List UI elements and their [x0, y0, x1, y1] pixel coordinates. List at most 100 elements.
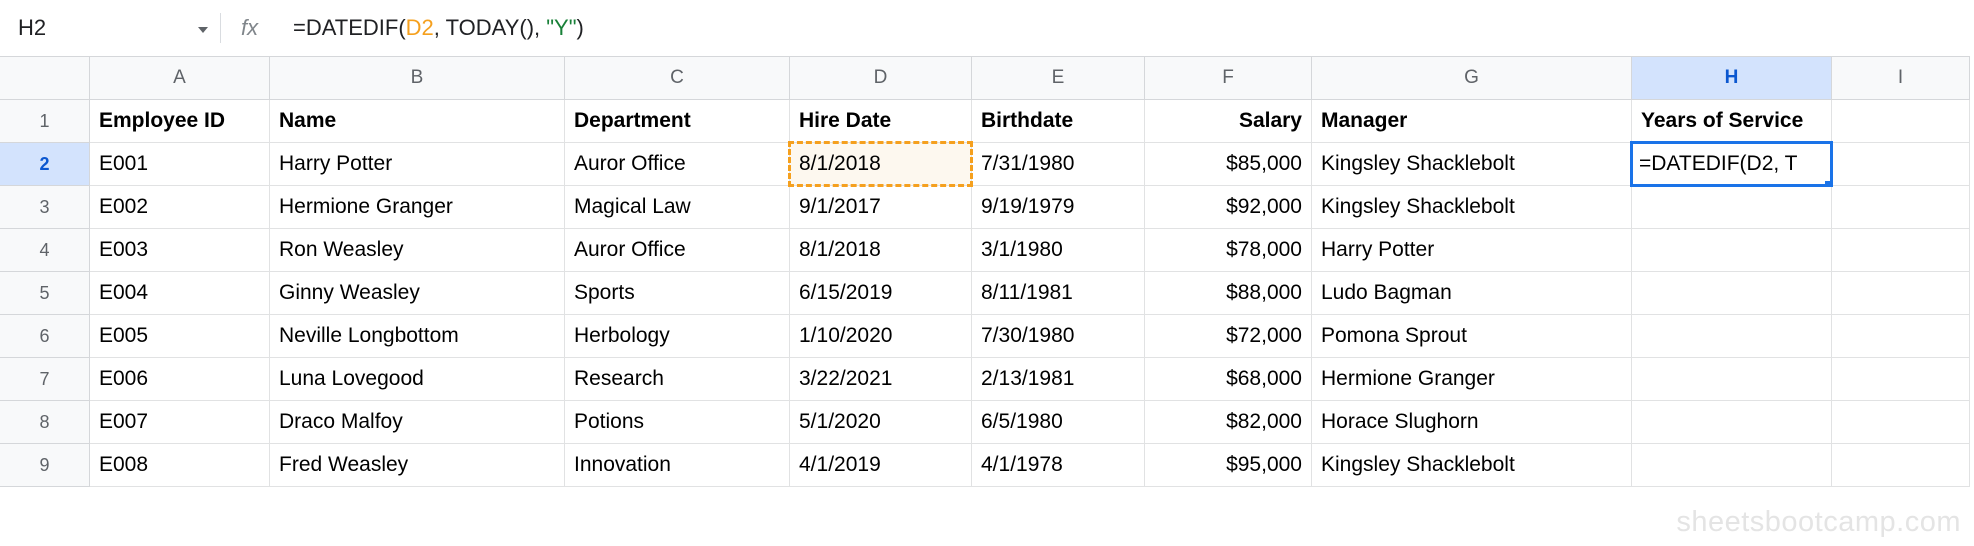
cell-I2[interactable] [1832, 143, 1970, 186]
cell-H8[interactable] [1632, 401, 1832, 444]
row-header-2[interactable]: 2 [0, 143, 90, 186]
fill-handle[interactable] [1824, 180, 1830, 184]
cell-C1[interactable]: Department [565, 100, 790, 143]
column-header-G[interactable]: G [1312, 56, 1632, 100]
cell-D2[interactable]: 8/1/2018 [790, 143, 972, 186]
cell-A7[interactable]: E006 [90, 358, 270, 401]
cell-G2[interactable]: Kingsley Shacklebolt [1312, 143, 1632, 186]
cell-G6[interactable]: Pomona Sprout [1312, 315, 1632, 358]
cell-F1[interactable]: Salary [1145, 100, 1312, 143]
row-header-7[interactable]: 7 [0, 358, 90, 401]
cell-B4[interactable]: Ron Weasley [270, 229, 565, 272]
cell-B7[interactable]: Luna Lovegood [270, 358, 565, 401]
cell-C5[interactable]: Sports [565, 272, 790, 315]
cell-A4[interactable]: E003 [90, 229, 270, 272]
cell-D8[interactable]: 5/1/2020 [790, 401, 972, 444]
cell-I1[interactable] [1832, 100, 1970, 143]
cell-I3[interactable] [1832, 186, 1970, 229]
cell-F4[interactable]: $78,000 [1145, 229, 1312, 272]
cell-C2[interactable]: Auror Office [565, 143, 790, 186]
cell-D5[interactable]: 6/15/2019 [790, 272, 972, 315]
cell-E4[interactable]: 3/1/1980 [972, 229, 1145, 272]
cell-D7[interactable]: 3/22/2021 [790, 358, 972, 401]
column-header-E[interactable]: E [972, 56, 1145, 100]
cell-F9[interactable]: $95,000 [1145, 444, 1312, 487]
cell-B1[interactable]: Name [270, 100, 565, 143]
cell-F8[interactable]: $82,000 [1145, 401, 1312, 444]
cell-H1[interactable]: Years of Service [1632, 100, 1832, 143]
cell-B3[interactable]: Hermione Granger [270, 186, 565, 229]
cell-E8[interactable]: 6/5/1980 [972, 401, 1145, 444]
cell-G8[interactable]: Horace Slughorn [1312, 401, 1632, 444]
cell-G4[interactable]: Harry Potter [1312, 229, 1632, 272]
column-header-B[interactable]: B [270, 56, 565, 100]
cell-E1[interactable]: Birthdate [972, 100, 1145, 143]
column-header-I[interactable]: I [1832, 56, 1970, 100]
cell-I5[interactable] [1832, 272, 1970, 315]
formula-input[interactable]: =DATEDIF(D2, TODAY(), "Y") [293, 15, 1974, 41]
row-header-5[interactable]: 5 [0, 272, 90, 315]
cell-H5[interactable] [1632, 272, 1832, 315]
column-header-C[interactable]: C [565, 56, 790, 100]
cell-H9[interactable] [1632, 444, 1832, 487]
cell-F6[interactable]: $72,000 [1145, 315, 1312, 358]
cell-B2[interactable]: Harry Potter [270, 143, 565, 186]
cell-E9[interactable]: 4/1/1978 [972, 444, 1145, 487]
cell-A1[interactable]: Employee ID [90, 100, 270, 143]
cell-D1[interactable]: Hire Date [790, 100, 972, 143]
cell-G1[interactable]: Manager [1312, 100, 1632, 143]
row-header-8[interactable]: 8 [0, 401, 90, 444]
cell-E5[interactable]: 8/11/1981 [972, 272, 1145, 315]
cell-B5[interactable]: Ginny Weasley [270, 272, 565, 315]
cell-D4[interactable]: 8/1/2018 [790, 229, 972, 272]
cell-A5[interactable]: E004 [90, 272, 270, 315]
cell-D3[interactable]: 9/1/2017 [790, 186, 972, 229]
cell-A8[interactable]: E007 [90, 401, 270, 444]
cell-H4[interactable] [1632, 229, 1832, 272]
cell-B8[interactable]: Draco Malfoy [270, 401, 565, 444]
cell-G7[interactable]: Hermione Granger [1312, 358, 1632, 401]
cell-A2[interactable]: E001 [90, 143, 270, 186]
cell-A9[interactable]: E008 [90, 444, 270, 487]
cell-F7[interactable]: $68,000 [1145, 358, 1312, 401]
cell-B6[interactable]: Neville Longbottom [270, 315, 565, 358]
cell-F2[interactable]: $85,000 [1145, 143, 1312, 186]
cell-I8[interactable] [1832, 401, 1970, 444]
cell-A6[interactable]: E005 [90, 315, 270, 358]
cell-G5[interactable]: Ludo Bagman [1312, 272, 1632, 315]
cell-A3[interactable]: E002 [90, 186, 270, 229]
cell-C6[interactable]: Herbology [565, 315, 790, 358]
cell-C3[interactable]: Magical Law [565, 186, 790, 229]
cell-G9[interactable]: Kingsley Shacklebolt [1312, 444, 1632, 487]
cell-E2[interactable]: 7/31/1980 [972, 143, 1145, 186]
row-header-3[interactable]: 3 [0, 186, 90, 229]
name-box[interactable]: H2 [0, 0, 196, 56]
cell-B9[interactable]: Fred Weasley [270, 444, 565, 487]
cell-H3[interactable] [1632, 186, 1832, 229]
cell-I9[interactable] [1832, 444, 1970, 487]
cell-F5[interactable]: $88,000 [1145, 272, 1312, 315]
chevron-down-icon[interactable] [198, 27, 208, 33]
cell-C8[interactable]: Potions [565, 401, 790, 444]
row-header-4[interactable]: 4 [0, 229, 90, 272]
column-header-D[interactable]: D [790, 56, 972, 100]
cell-I7[interactable] [1832, 358, 1970, 401]
cell-I6[interactable] [1832, 315, 1970, 358]
cell-C4[interactable]: Auror Office [565, 229, 790, 272]
cell-E3[interactable]: 9/19/1979 [972, 186, 1145, 229]
cell-H7[interactable] [1632, 358, 1832, 401]
column-header-A[interactable]: A [90, 56, 270, 100]
cell-G3[interactable]: Kingsley Shacklebolt [1312, 186, 1632, 229]
select-all-corner[interactable] [0, 56, 90, 100]
cell-C7[interactable]: Research [565, 358, 790, 401]
cell-D6[interactable]: 1/10/2020 [790, 315, 972, 358]
row-header-6[interactable]: 6 [0, 315, 90, 358]
cell-E6[interactable]: 7/30/1980 [972, 315, 1145, 358]
cell-I4[interactable] [1832, 229, 1970, 272]
cell-D9[interactable]: 4/1/2019 [790, 444, 972, 487]
cell-E7[interactable]: 2/13/1981 [972, 358, 1145, 401]
column-header-H[interactable]: H [1632, 56, 1832, 100]
cell-C9[interactable]: Innovation [565, 444, 790, 487]
cell-F3[interactable]: $92,000 [1145, 186, 1312, 229]
cell-H6[interactable] [1632, 315, 1832, 358]
